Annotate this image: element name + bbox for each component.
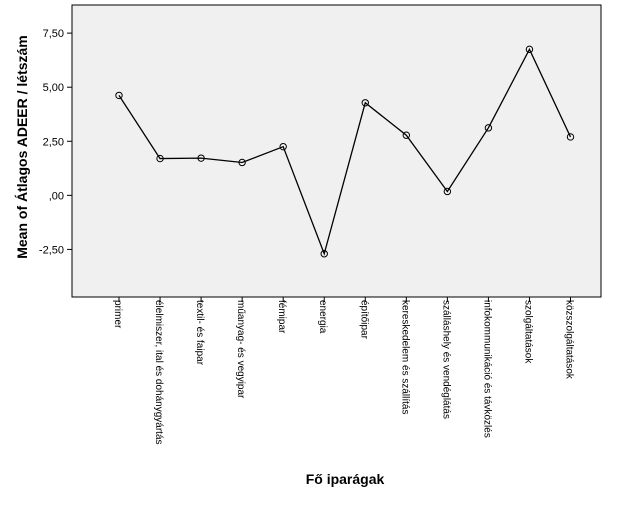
data-point	[279, 142, 287, 151]
x-tick-label: szolgáltatások	[522, 300, 533, 364]
x-tick-label: élelmiszer, ital és dohánygyártás	[153, 300, 164, 445]
x-tick-label: építőipar	[358, 300, 369, 340]
x-axis: primer élelmiszer, ital és dohánygyártás t…	[112, 297, 575, 445]
x-tick-label: textil- és faipar	[194, 300, 205, 366]
x-tick-label: primer	[112, 300, 123, 329]
data-point	[115, 91, 123, 100]
y-tick-label: -2,50	[39, 244, 64, 256]
y-tick-label: 2,50	[43, 136, 64, 148]
y-tick-label: 7,50	[43, 28, 64, 40]
x-tick-label: közszolgáltatások	[564, 300, 575, 380]
data-point	[484, 124, 493, 132]
series-line	[118, 47, 572, 256]
y-axis-title: Mean of Átlagos ADEER / létszám	[14, 35, 30, 259]
data-point	[361, 99, 369, 107]
data-point	[238, 158, 246, 167]
y-tick-label: 5,00	[43, 82, 64, 94]
data-point	[320, 250, 328, 258]
data-point	[443, 187, 452, 196]
x-tick-label: műanyag- és vegyipar	[235, 300, 246, 399]
x-tick-label: kereskedelem és szállítás	[399, 300, 410, 415]
data-point	[566, 133, 575, 141]
data-point	[525, 45, 534, 54]
plot-area	[71, 4, 602, 298]
x-axis-title: Fő iparágak	[306, 471, 385, 487]
x-tick-label: energia	[317, 300, 328, 334]
data-point	[197, 154, 205, 162]
x-tick-label: infokommunikáció és távközlés	[481, 300, 492, 438]
series	[115, 45, 575, 258]
x-tick-label: szálláshely és vendéglátás	[440, 300, 451, 419]
y-axis: 7,50 5,00 2,50 ,00 -2,50	[39, 28, 72, 256]
y-tick-label: ,00	[49, 190, 64, 202]
x-tick-label: fémipar	[276, 300, 287, 334]
data-point	[402, 131, 411, 139]
data-point	[156, 154, 164, 163]
